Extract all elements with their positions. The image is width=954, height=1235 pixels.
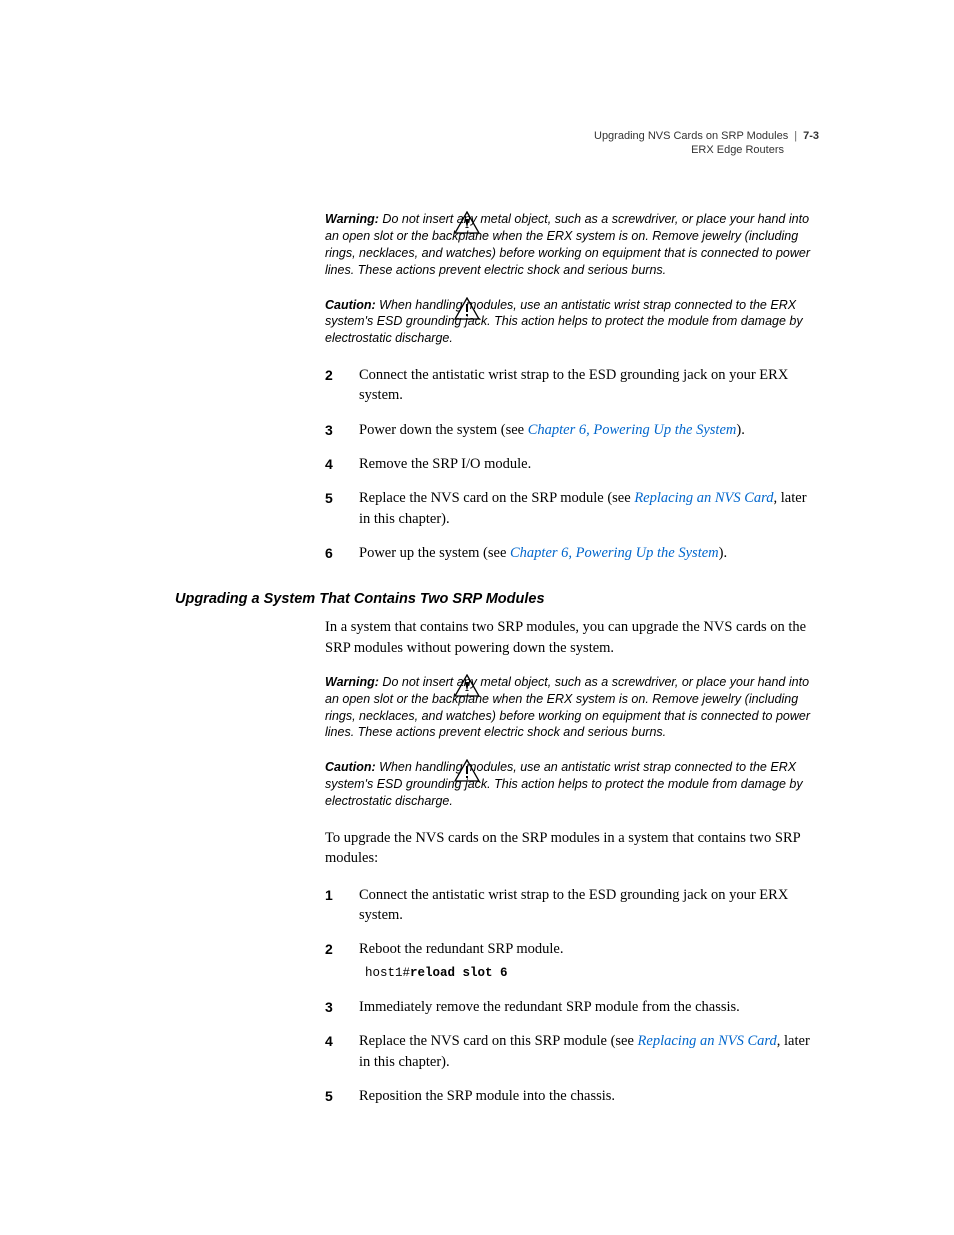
- caution-block: Caution: When handling modules, use an a…: [175, 297, 819, 348]
- warning-text: Do not insert any metal object, such as …: [325, 212, 810, 277]
- warning-label: Warning:: [325, 675, 379, 689]
- step-text: ).: [719, 545, 727, 561]
- warning-label: Warning:: [325, 212, 379, 226]
- step-text: Replace the NVS card on this SRP module …: [359, 1033, 638, 1049]
- page-header: Upgrading NVS Cards on SRP Modules|7-3 E…: [175, 130, 819, 156]
- warning-block: Warning: Do not insert any metal object,…: [175, 211, 819, 279]
- code-example: host1#reload slot 6: [365, 965, 819, 983]
- header-section-title: Upgrading NVS Cards on SRP Modules: [594, 130, 788, 142]
- header-page-number: 7-3: [803, 130, 819, 142]
- step-list: 1 Connect the antistatic wrist strap to …: [325, 885, 819, 1107]
- warning-block: Warning: Do not insert any metal object,…: [175, 674, 819, 742]
- caution-label: Caution:: [325, 298, 376, 312]
- step-number: 4: [325, 1032, 333, 1052]
- step-text: Replace the NVS card on the SRP module (…: [359, 490, 634, 506]
- caution-text: When handling modules, use an antistatic…: [325, 298, 803, 346]
- caution-icon: [452, 759, 482, 787]
- step-number: 5: [325, 489, 333, 509]
- cross-ref-link[interactable]: Chapter 6, Powering Up the System: [510, 545, 719, 561]
- step-text: Power down the system (see: [359, 422, 528, 438]
- warning-icon: [452, 211, 482, 239]
- step-number: 4: [325, 455, 333, 475]
- step-item: 5 Replace the NVS card on the SRP module…: [325, 488, 819, 529]
- step-text: Reposition the SRP module into the chass…: [359, 1088, 615, 1104]
- step-number: 6: [325, 544, 333, 564]
- step-number: 3: [325, 998, 333, 1018]
- step-text: Reboot the redundant SRP module.: [359, 941, 563, 957]
- step-item: 4 Replace the NVS card on this SRP modul…: [325, 1031, 819, 1072]
- step-text: Immediately remove the redundant SRP mod…: [359, 999, 740, 1015]
- step-text: Power up the system (see: [359, 545, 510, 561]
- step-text: Connect the antistatic wrist strap to th…: [359, 887, 788, 923]
- warning-text: Do not insert any metal object, such as …: [325, 675, 810, 740]
- step-item: 2 Reboot the redundant SRP module. host1…: [325, 939, 819, 983]
- step-number: 5: [325, 1087, 333, 1107]
- header-doc-title: ERX Edge Routers: [175, 144, 819, 156]
- warning-icon: [452, 674, 482, 702]
- step-list: 2 Connect the antistatic wrist strap to …: [325, 365, 819, 563]
- step-item: 4 Remove the SRP I/O module.: [325, 454, 819, 474]
- body-paragraph: To upgrade the NVS cards on the SRP modu…: [325, 828, 819, 869]
- step-number: 3: [325, 421, 333, 441]
- step-number: 2: [325, 940, 333, 960]
- cross-ref-link[interactable]: Replacing an NVS Card: [638, 1033, 777, 1049]
- step-item: 3 Immediately remove the redundant SRP m…: [325, 997, 819, 1017]
- cross-ref-link[interactable]: Replacing an NVS Card: [634, 490, 773, 506]
- step-item: 5 Reposition the SRP module into the cha…: [325, 1086, 819, 1106]
- caution-text: When handling modules, use an antistatic…: [325, 760, 803, 808]
- step-number: 2: [325, 366, 333, 386]
- step-number: 1: [325, 886, 333, 906]
- caution-label: Caution:: [325, 760, 376, 774]
- step-item: 2 Connect the antistatic wrist strap to …: [325, 365, 819, 406]
- code-command: reload slot 6: [410, 966, 508, 980]
- cross-ref-link[interactable]: Chapter 6, Powering Up the System: [528, 422, 737, 438]
- step-item: 6 Power up the system (see Chapter 6, Po…: [325, 543, 819, 563]
- step-text: Connect the antistatic wrist strap to th…: [359, 367, 788, 403]
- code-prompt: host1#: [365, 966, 410, 980]
- body-paragraph: In a system that contains two SRP module…: [325, 617, 819, 658]
- step-item: 3 Power down the system (see Chapter 6, …: [325, 420, 819, 440]
- step-item: 1 Connect the antistatic wrist strap to …: [325, 885, 819, 926]
- step-text: Remove the SRP I/O module.: [359, 456, 531, 472]
- caution-block: Caution: When handling modules, use an a…: [175, 759, 819, 810]
- caution-icon: [452, 297, 482, 325]
- section-heading: Upgrading a System That Contains Two SRP…: [175, 591, 819, 607]
- step-text: ).: [736, 422, 744, 438]
